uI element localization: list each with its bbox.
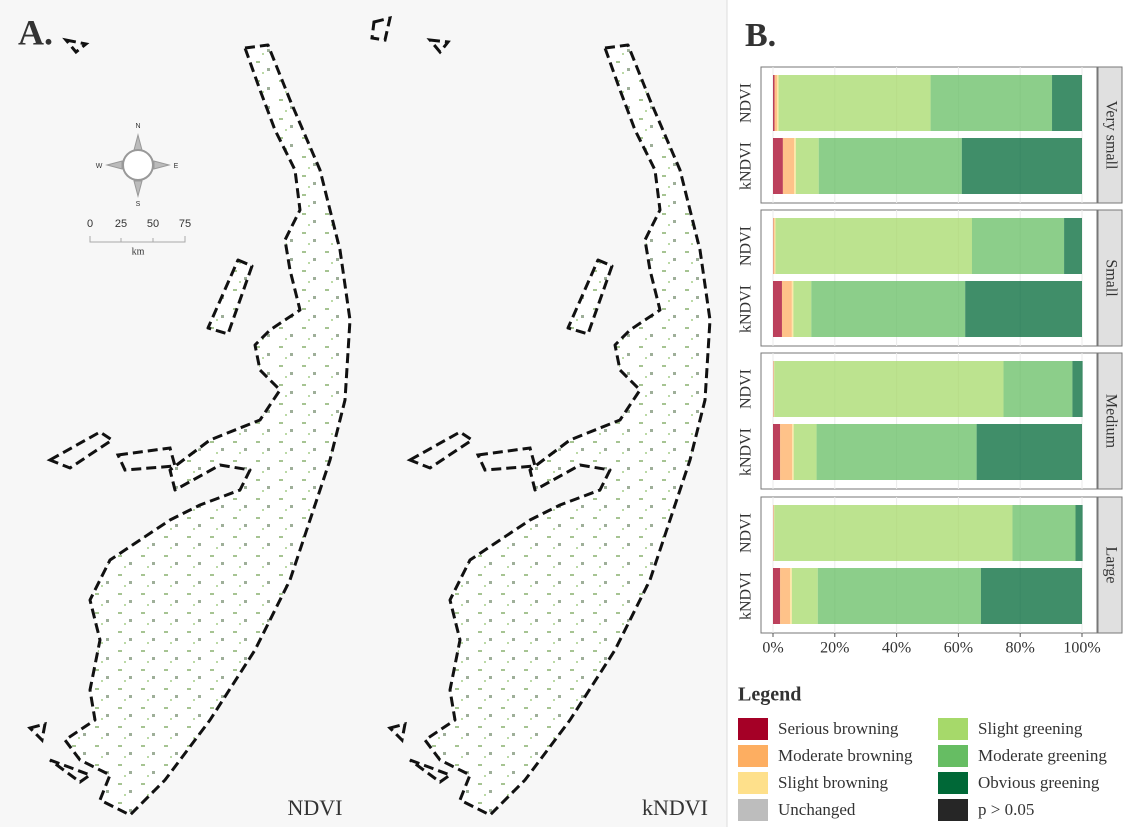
bar-segment	[773, 75, 775, 131]
bar-segment	[775, 75, 777, 131]
bar-segment	[1072, 361, 1082, 417]
panel-label: A.	[18, 12, 53, 52]
bar-segment	[793, 281, 811, 337]
bar-segment	[779, 75, 931, 131]
bar-segment	[780, 568, 790, 624]
bar-segment	[1004, 361, 1073, 417]
facet-label: Medium	[1102, 394, 1119, 449]
legend-swatch	[738, 718, 768, 740]
compass-label: W	[96, 163, 103, 170]
y-tick-label: NDVI	[738, 226, 755, 266]
bar-segment	[773, 424, 780, 480]
x-tick-label: 60%	[944, 640, 973, 657]
bar-segment	[796, 138, 819, 194]
compass-label: S	[136, 201, 141, 208]
bar-segment	[1012, 505, 1075, 561]
x-tick-label: 20%	[820, 640, 849, 657]
bar-segment	[965, 281, 1082, 337]
legend-label: Serious browning	[778, 719, 899, 738]
scale-tick-label: 50	[147, 218, 159, 230]
legend-title: Legend	[738, 684, 801, 706]
legend-swatch	[938, 799, 968, 821]
bar-segment	[794, 424, 817, 480]
bar-segment	[931, 75, 1052, 131]
legend-swatch	[938, 718, 968, 740]
map-title: NDVI	[288, 795, 343, 820]
y-tick-label: NDVI	[738, 513, 755, 553]
legend-label: Slight greening	[978, 719, 1083, 738]
legend-label: Slight browning	[778, 773, 889, 792]
map-title: kNDVI	[642, 795, 708, 820]
x-tick-label: 0%	[762, 640, 783, 657]
bar-segment	[1064, 218, 1082, 274]
bar-segment	[782, 281, 792, 337]
bar-segment	[774, 505, 775, 561]
legend-swatch	[738, 745, 768, 767]
y-tick-label: NDVI	[738, 83, 755, 123]
bar-segment	[777, 75, 779, 131]
bar-segment	[1052, 75, 1082, 131]
legend-label: p > 0.05	[978, 800, 1034, 819]
bar-segment	[1076, 505, 1083, 561]
bar-segment	[792, 281, 794, 337]
legend-label: Obvious greening	[978, 773, 1100, 792]
bar-segment	[773, 281, 782, 337]
compass-label: N	[135, 123, 140, 130]
bar-segment	[962, 138, 1082, 194]
bar-segment	[774, 361, 775, 417]
scale-tick-label: 25	[115, 218, 127, 230]
bar-segment	[811, 281, 965, 337]
bar-segment	[981, 568, 1082, 624]
legend-label: Unchanged	[778, 800, 856, 819]
y-tick-label: kNDVI	[738, 428, 755, 476]
bar-segment	[818, 568, 981, 624]
x-tick-label: 80%	[1006, 640, 1035, 657]
x-tick-label: 100%	[1063, 640, 1100, 657]
bar-segment	[773, 138, 783, 194]
bar-segment	[773, 218, 774, 274]
bar-segment	[790, 568, 792, 624]
y-tick-label: kNDVI	[738, 142, 755, 190]
bar-segment	[794, 138, 796, 194]
figure: A. NDVI kNDVI N E S W km B. Legend 0 25 50…	[0, 0, 1130, 827]
scale-tick-label: 0	[87, 218, 93, 230]
bar-segment	[783, 138, 794, 194]
y-tick-label: NDVI	[738, 369, 755, 409]
bar-segment	[977, 424, 1082, 480]
bar-segment	[780, 424, 792, 480]
y-tick-label: kNDVI	[738, 572, 755, 620]
bar-segment	[819, 138, 962, 194]
legend-swatch	[738, 799, 768, 821]
x-tick-label: 40%	[882, 640, 911, 657]
bar-segment	[774, 361, 1003, 417]
legend-label: Moderate browning	[778, 746, 913, 765]
bar-segment	[773, 568, 780, 624]
scale-unit: km	[132, 246, 145, 257]
legend-label: Moderate greening	[978, 746, 1107, 765]
facet-label: Very small	[1102, 101, 1119, 170]
y-tick-label: kNDVI	[738, 285, 755, 333]
bar-segment	[792, 568, 818, 624]
panel-label: B.	[745, 17, 776, 54]
legend-swatch	[938, 772, 968, 794]
bar-segment	[792, 424, 794, 480]
bar-segment	[775, 218, 776, 274]
bar-segment	[972, 218, 1064, 274]
scale-tick-label: 75	[179, 218, 191, 230]
bar-segment	[775, 218, 972, 274]
bar-segment	[817, 424, 977, 480]
legend-swatch	[738, 772, 768, 794]
compass-label: E	[174, 163, 179, 170]
facet-label: Small	[1102, 259, 1119, 297]
facet-label: Large	[1102, 546, 1119, 583]
legend-swatch	[938, 745, 968, 767]
bar-segment	[774, 505, 1012, 561]
